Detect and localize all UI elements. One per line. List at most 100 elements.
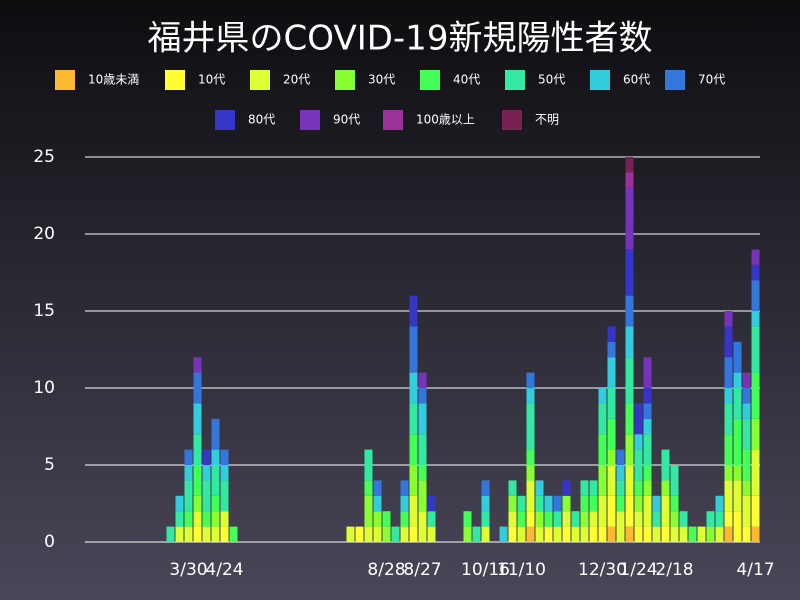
bar-segment [382,526,391,542]
bar-segment [607,526,616,542]
bar-segment [598,465,607,496]
y-tick-label: 25 [33,147,55,167]
bar-segment [643,418,652,435]
bar-segment [751,326,760,373]
bar-segment [499,526,508,542]
bar-segment [400,495,409,512]
bar-segment [364,526,373,542]
bar-segment [562,511,571,527]
legend-swatch [300,110,320,130]
bar-segment [751,418,760,450]
x-tick-label: 3/30 [169,560,207,580]
bar-segment [625,403,634,435]
bar-segment [391,526,400,542]
bar-segment [544,526,553,542]
bar-segment [724,511,733,527]
chart-title: 福井県のCOVID-19新規陽性者数 [148,19,653,59]
bar-segment [553,495,562,512]
bar-segment [409,434,418,465]
bar-segment [427,511,436,527]
bar-segment [211,495,220,512]
bar-segment [643,480,652,496]
bar-segment [562,480,571,496]
bar-segment [625,295,634,327]
bar-segment [193,526,202,542]
bar-segment [724,311,733,327]
bar-segment [202,480,211,512]
bar-segment [418,388,427,404]
bar-segment [652,511,661,527]
bar-segment [724,403,733,435]
bar-segment [184,526,193,542]
y-tick-label: 5 [44,455,55,475]
bar-segment [382,511,391,527]
bar-segment [670,465,679,496]
bar-segment [517,495,526,512]
bar-segment [733,372,742,388]
bar-segment [427,495,436,512]
bar-segment [706,526,715,542]
bar-segment [643,357,652,388]
legend-label: 60代 [623,73,650,87]
bar-segment [643,465,652,481]
bar-segment [481,526,490,542]
bar-segment [508,511,517,527]
bar-segment [409,495,418,527]
bar-segment [409,372,418,404]
bar-segment [661,449,670,481]
bar-segment [607,341,616,358]
x-tick-label: 8/28 [367,560,405,580]
bar-segment [211,418,220,450]
bar-segment [724,526,733,542]
bar-segment [733,341,742,373]
bar-segment [670,526,679,542]
bar-segment [400,480,409,496]
bar-segment [508,495,517,512]
bar-segment [715,526,724,542]
bar-segment [553,526,562,542]
legend-label: 不明 [535,113,559,127]
bar-segment [751,372,760,419]
bar-segment [418,372,427,388]
bar-segment [364,480,373,496]
bar-segment [607,465,616,496]
x-tick-label: 4/17 [736,560,774,580]
legend-label: 100歳以上 [416,113,475,127]
legend-swatch [55,70,75,90]
bar-segment [526,511,535,527]
legend-swatch [335,70,355,90]
bar-segment [733,480,742,512]
bar-segment [211,449,220,465]
bar-segment [661,526,670,542]
bar-segment [715,511,724,527]
bar-segment [211,465,220,496]
x-tick-label: 10/16 [461,560,510,580]
bar-segment [580,480,589,496]
bar-segment [418,434,427,465]
legend-label: 30代 [368,73,395,87]
bar-segment [688,526,697,542]
bar-segment [589,495,598,512]
x-tick-label: 4/24 [205,560,243,580]
bar-segment [211,511,220,527]
bar-segment [481,480,490,496]
bar-segment [643,495,652,527]
bar-segment [607,495,616,527]
bar-segment [184,480,193,512]
bar-segment [418,403,427,435]
bar-segment [625,326,634,358]
bar-segment [544,495,553,512]
bar-segment [733,418,742,465]
bar-segment [670,495,679,512]
bar-segment [220,480,229,512]
bar-segment [481,495,490,512]
bar-segment [670,511,679,527]
bar-segment [184,465,193,481]
bar-segment [193,372,202,404]
bar-segment [715,495,724,512]
bar-segment [508,480,517,496]
bar-segment [175,526,184,542]
bar-segment [742,449,751,481]
bar-segment [409,326,418,373]
